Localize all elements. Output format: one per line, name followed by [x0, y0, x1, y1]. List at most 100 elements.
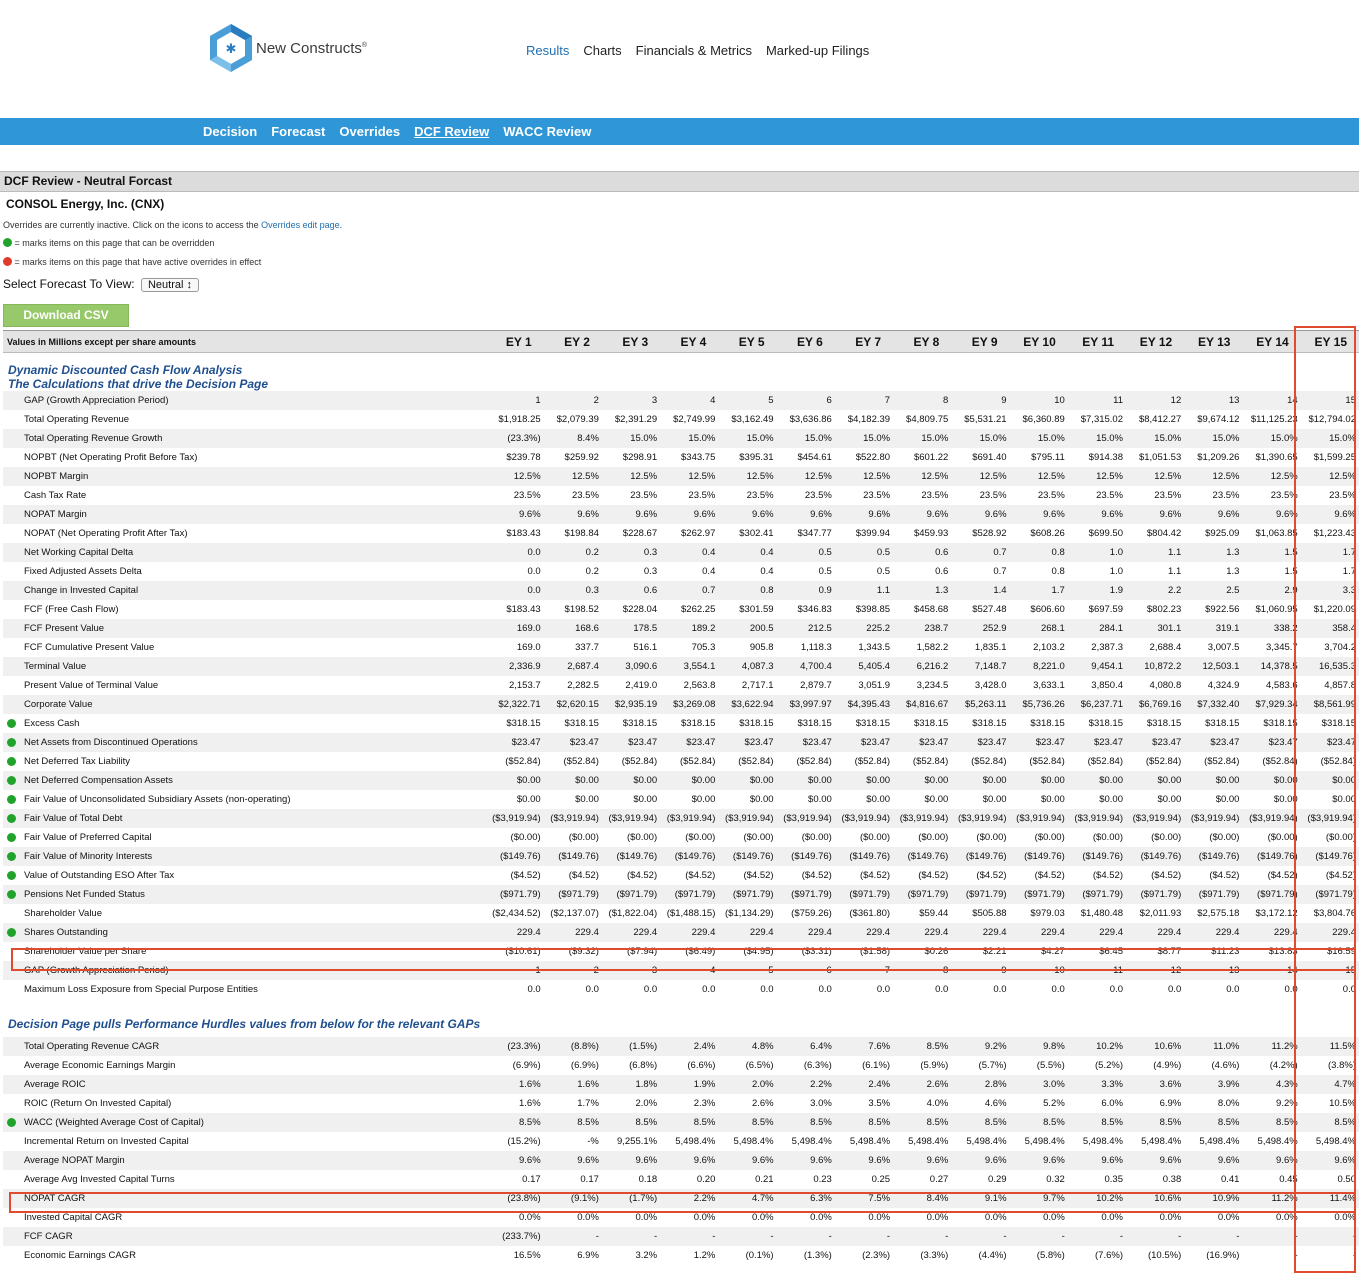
brand-name[interactable]: New Constructs®: [256, 40, 368, 57]
cell-value: $0.00: [1126, 771, 1185, 790]
cell-value: -: [1126, 1227, 1185, 1246]
cell-value: (16.9%): [1206, 1250, 1240, 1261]
overrides-edit-link[interactable]: Overrides edit page: [261, 220, 340, 230]
cell-value: 12.5%: [834, 467, 894, 486]
cell-value: 0.0: [935, 984, 949, 995]
cell-value: 1: [485, 391, 544, 410]
main-nav-item[interactable]: Marked-up Filings: [765, 43, 870, 58]
override-dot-icon[interactable]: [7, 776, 16, 785]
cell-value: 0.0: [1342, 984, 1356, 995]
cell-value: $7,332.40: [1184, 695, 1243, 714]
cell-value: 0.0%: [868, 1212, 891, 1223]
cell-value: $522.80: [855, 452, 891, 463]
override-dot-icon[interactable]: [7, 757, 16, 766]
cell-value: $8.77: [1157, 946, 1182, 957]
cell-value: 229.4: [1126, 923, 1185, 942]
table-row: Excess Cash $318.15 $318.15 $318.15 $318.15 $…: [3, 714, 1359, 733]
cell-value: ($971.79): [1184, 885, 1243, 904]
cell-value: 0.0: [1109, 984, 1123, 995]
cell-value: 8,221.0: [1009, 657, 1068, 676]
cell-value: $691.40: [972, 452, 1007, 463]
override-dot-icon[interactable]: [7, 928, 16, 937]
cell-value: 2.9: [1242, 581, 1301, 600]
cell-value: 8.5%: [718, 1113, 777, 1132]
override-dot-icon[interactable]: [7, 852, 16, 861]
cell-value: $606.60: [1030, 604, 1065, 615]
main-nav-item[interactable]: Charts: [583, 43, 622, 58]
cell-value: 13: [1184, 391, 1243, 410]
cell-value: $0.00: [1273, 794, 1298, 805]
override-dot-icon[interactable]: [7, 719, 16, 728]
cell-value: 12.5%: [543, 467, 602, 486]
sub-nav-item[interactable]: WACC Review: [503, 124, 592, 139]
table-row: Change in Invested Capital 0.0 0.3 0.6 0.7 0.…: [3, 581, 1359, 600]
cell-value: 9,255.1%: [616, 1136, 658, 1147]
cell-value: 0.0%: [1043, 1212, 1065, 1223]
cell-value: $2,322.71: [485, 695, 544, 714]
download-csv-button[interactable]: Download CSV: [3, 304, 129, 327]
override-dot-icon[interactable]: [7, 890, 16, 899]
cell-value: ($52.84): [738, 756, 774, 767]
row-label: Fair Value of Preferred Capital: [3, 828, 485, 847]
row-label: Change in Invested Capital: [3, 581, 486, 600]
table-row: Net Working Capital Delta 0.0 0.2 0.3 0.4 0.4…: [3, 543, 1359, 562]
cell-value: 2.2: [1126, 581, 1185, 600]
cell-value: $6,360.89: [1022, 414, 1065, 425]
cell-value: 0.0: [585, 984, 599, 995]
cell-value: (8.8%): [543, 1037, 602, 1056]
cell-value: $925.09: [1205, 528, 1240, 539]
cell-value: 11.5%: [1300, 1037, 1359, 1056]
override-dot-icon[interactable]: [7, 814, 16, 823]
cell-value: 0.5: [818, 566, 832, 577]
cell-value: ($149.76): [1300, 847, 1359, 866]
cell-value: ($52.84): [621, 756, 658, 767]
cell-value: 1.2%: [693, 1250, 716, 1261]
cell-value: 229.4: [1300, 923, 1359, 942]
override-dot-icon[interactable]: [7, 871, 16, 880]
main-nav-item[interactable]: Results: [526, 43, 570, 58]
cell-value: 0.0: [818, 984, 832, 995]
cell-value: 9.6%: [893, 1151, 952, 1170]
cell-value: 1.5: [1242, 543, 1301, 562]
cell-value: ($0.00): [568, 832, 599, 843]
cell-value: (2.3%): [862, 1250, 891, 1261]
cell-value: ($52.84): [796, 756, 832, 767]
row-label: Economic Earnings CAGR: [24, 1250, 136, 1261]
sub-nav-item[interactable]: Decision: [203, 124, 258, 139]
row-label: Cash Tax Rate: [24, 490, 87, 501]
cell-value: 0.0%: [635, 1212, 658, 1223]
main-nav-item[interactable]: Financials & Metrics: [635, 43, 752, 58]
override-dot-icon[interactable]: [7, 833, 16, 842]
top-header: ✱ New Constructs® Results Charts Financial…: [0, 0, 1359, 118]
cell-value: ($9.32): [568, 946, 599, 957]
override-dot-icon[interactable]: [7, 738, 16, 747]
new-constructs-logo-icon[interactable]: ✱: [206, 22, 256, 74]
cell-value: 11: [1067, 391, 1126, 410]
cell-value: 2.0%: [718, 1075, 777, 1094]
cell-value: ($3,919.94): [485, 809, 544, 828]
cell-value: 9: [951, 391, 1010, 410]
cell-value: ($1,822.04): [608, 908, 658, 919]
cell-value: 0.8: [718, 581, 777, 600]
cell-value: 15.0%: [718, 429, 777, 448]
sub-nav-item[interactable]: Overrides: [339, 124, 401, 139]
cell-value: 0.0%: [693, 1212, 716, 1223]
forecast-select[interactable]: Neutral ↕: [140, 278, 199, 292]
cell-value: 0.4: [760, 566, 774, 577]
cell-value: 9.6%: [485, 1151, 544, 1170]
cell-value: (1.5%): [601, 1037, 661, 1056]
cell-value: 200.5: [718, 619, 777, 638]
sub-nav-item[interactable]: DCF Review: [414, 124, 490, 139]
override-dot-icon[interactable]: [7, 795, 16, 804]
row-label: Pensions Net Funded Status: [3, 885, 486, 904]
cell-value: ($971.79): [718, 885, 777, 904]
sub-nav-item[interactable]: Forecast: [271, 124, 326, 139]
cell-value: 9.6%: [601, 505, 661, 524]
cell-value: $399.94: [855, 528, 891, 539]
cell-value: 9.6%: [660, 1151, 719, 1170]
cell-value: (1.3%): [803, 1250, 832, 1261]
override-dot-icon[interactable]: [7, 1118, 16, 1127]
cell-value: $318.15: [972, 718, 1007, 729]
cell-value: ($4.52): [1209, 870, 1240, 881]
cell-value: 0.9: [776, 581, 835, 600]
